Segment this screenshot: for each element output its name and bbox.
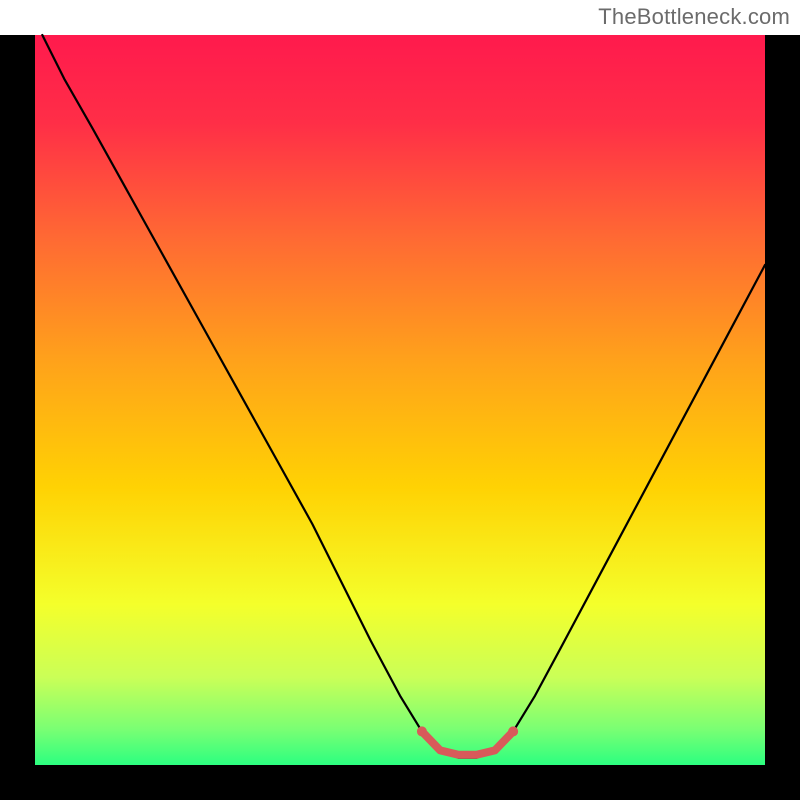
plot-background: [35, 35, 765, 765]
chart-svg: [0, 0, 800, 800]
frame-left: [0, 0, 35, 800]
frame-bottom: [0, 765, 800, 800]
watermark-text: TheBottleneck.com: [598, 4, 790, 30]
optimal-range-endpoint-right: [508, 726, 518, 736]
frame-right: [765, 0, 800, 800]
optimal-range-endpoint-left: [417, 726, 427, 736]
chart-container: TheBottleneck.com: [0, 0, 800, 800]
